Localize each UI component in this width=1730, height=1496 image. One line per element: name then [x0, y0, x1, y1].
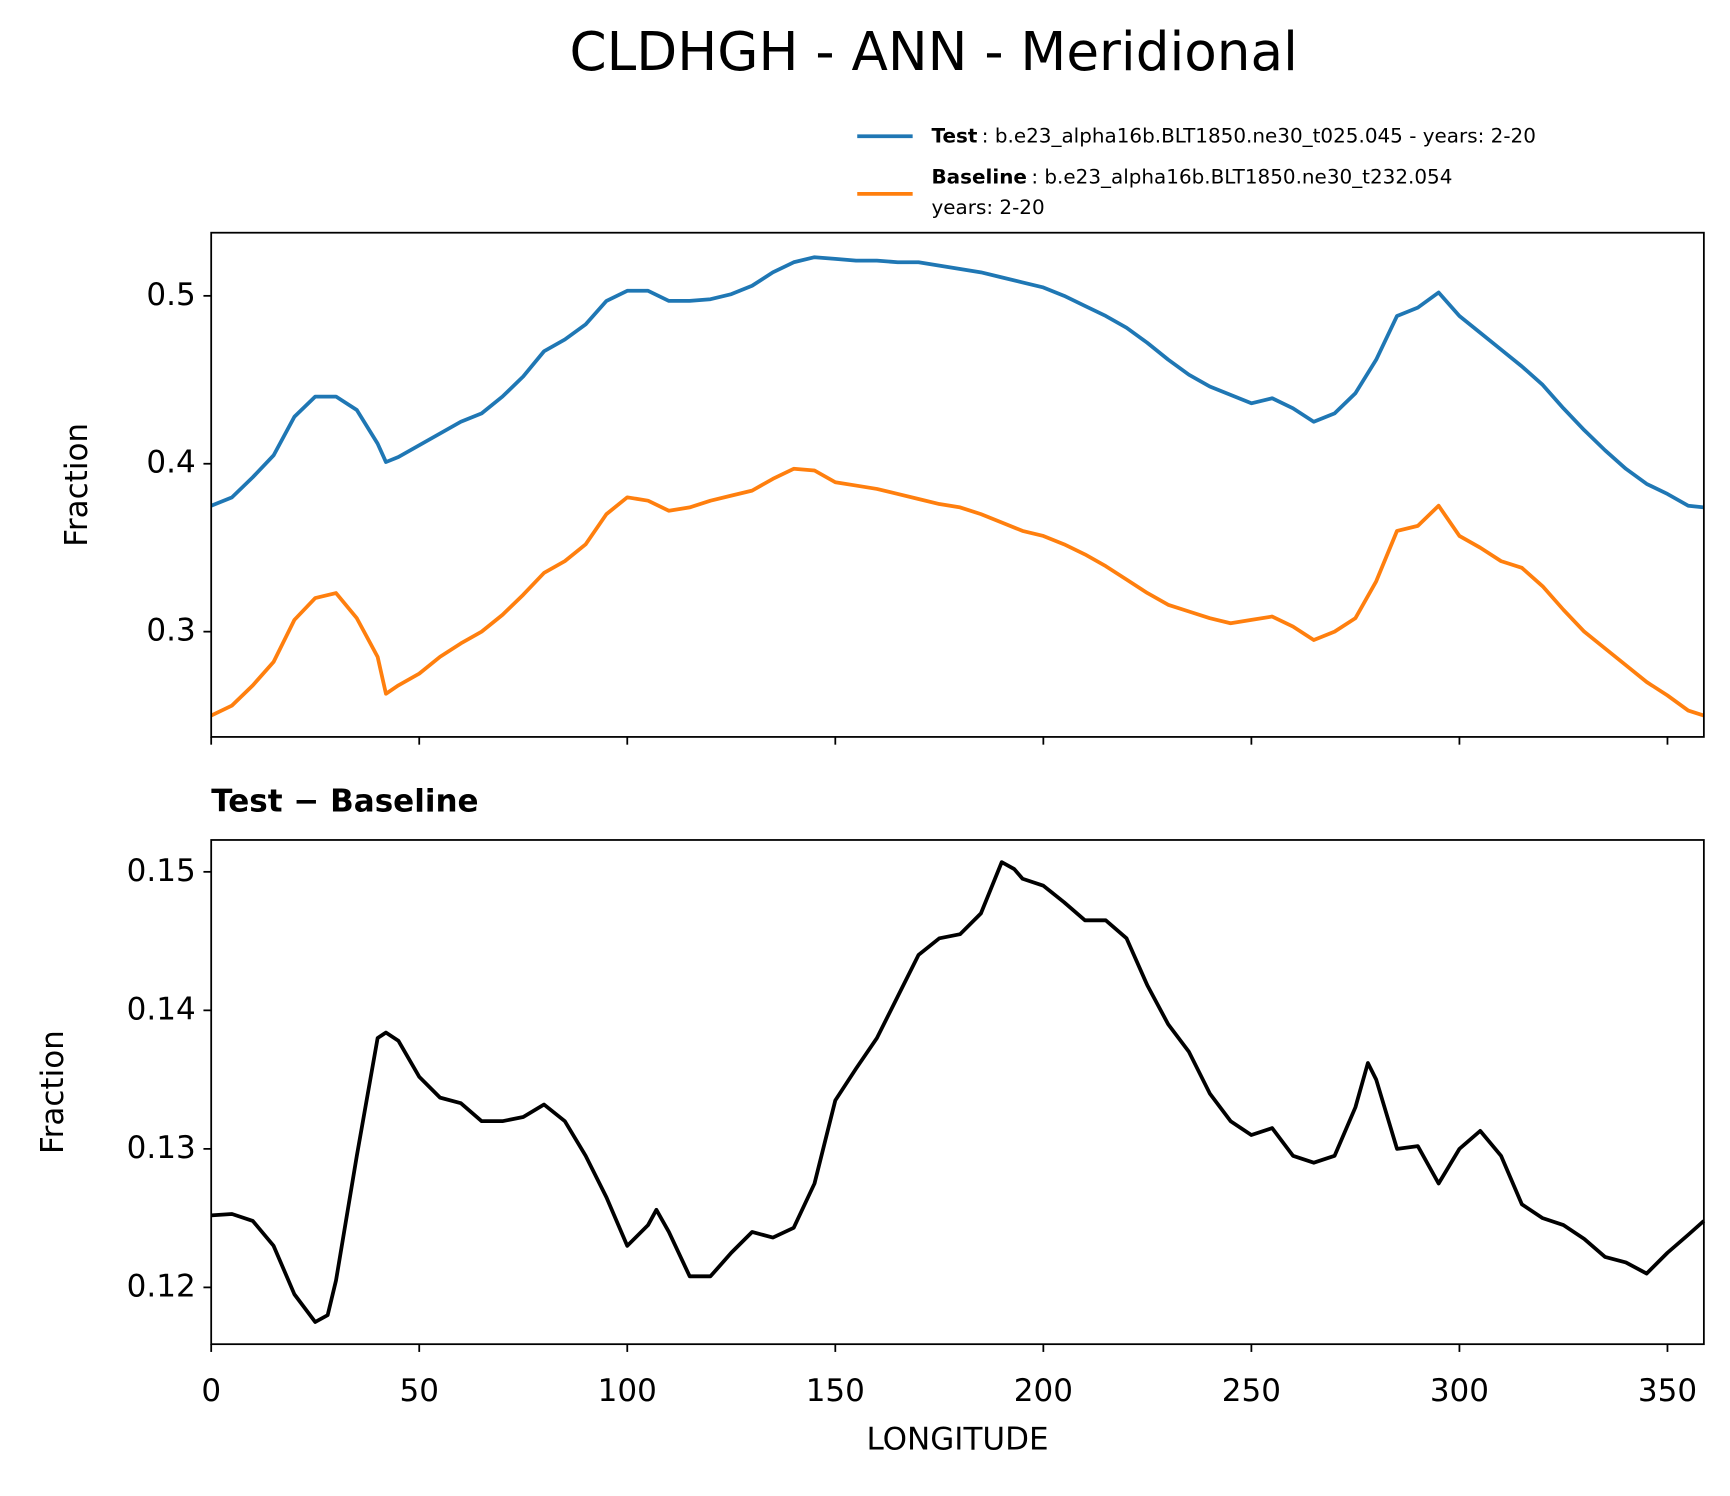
data-line	[210, 255, 1705, 510]
y-tick-label: 0.3	[146, 613, 195, 649]
subplot-title: Test − Baseline	[211, 783, 478, 819]
legend-label: years: 2-20	[931, 195, 1044, 219]
x-tick-label: 100	[598, 1373, 657, 1409]
y-axis-label: Fraction	[35, 1030, 71, 1154]
legend-label: Test: b.e23_alpha16b.BLT1850.ne30_t025.0…	[931, 123, 1535, 147]
x-tick-label: 200	[1014, 1373, 1073, 1409]
x-tick-label: 300	[1430, 1373, 1489, 1409]
y-tick-label: 0.4	[146, 445, 195, 481]
x-tick-label: 350	[1638, 1373, 1697, 1409]
x-tick-label: 250	[1222, 1373, 1281, 1409]
y-tick-label: 0.14	[127, 991, 196, 1027]
axes-frame	[210, 231, 1705, 738]
x-tick-label: 0	[201, 1373, 221, 1409]
legend-name: Baseline	[931, 164, 1026, 188]
x-tick-label: 150	[806, 1373, 865, 1409]
y-axis-label: Fraction	[59, 423, 95, 547]
y-tick-label: 0.15	[127, 853, 196, 889]
x-axis-label: LONGITUDE	[866, 1422, 1048, 1458]
legend-description: : b.e23_alpha16b.BLT1850.ne30_t232.054	[1031, 164, 1452, 188]
legend-label: Baseline: b.e23_alpha16b.BLT1850.ne30_t2…	[931, 164, 1452, 188]
y-tick-label: 0.13	[127, 1130, 196, 1166]
y-tick-label: 0.12	[127, 1268, 196, 1304]
y-tick-label: 0.5	[146, 277, 195, 313]
x-tick-label: 50	[399, 1373, 438, 1409]
legend-description: : b.e23_alpha16b.BLT1850.ne30_t025.045 -…	[982, 123, 1536, 147]
data-line	[211, 860, 1706, 1324]
data-line	[210, 466, 1705, 718]
figure-title: CLDHGH - ANN - Meridional	[570, 21, 1298, 83]
axes-frame	[210, 839, 1705, 1346]
legend-name: Test	[931, 123, 977, 147]
